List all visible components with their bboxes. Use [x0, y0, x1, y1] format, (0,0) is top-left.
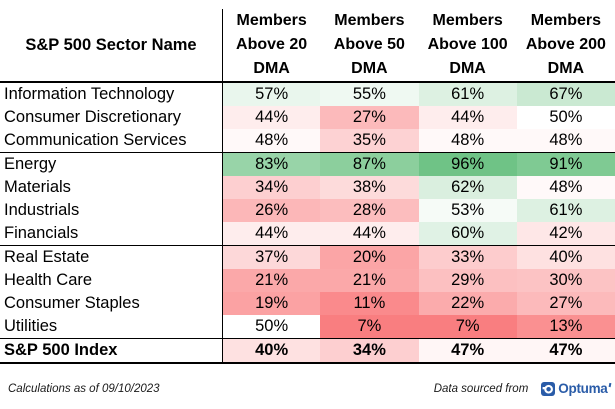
data-source-area: Data sourced from Optuma	[433, 381, 611, 396]
sector-breadth-table: S&P 500 Sector Name Members Above 20 DMA…	[0, 9, 615, 364]
sector-name-cell: Utilities	[0, 315, 222, 338]
table-row: Health Care 21% 21% 29% 30%	[0, 269, 615, 292]
table-row: Industrials 26% 28% 53% 61%	[0, 199, 615, 222]
breadth-value-cell: 96%	[418, 153, 517, 176]
report-footer: Calculations as of 09/10/2023 Data sourc…	[0, 381, 615, 396]
breadth-value-cell: 34%	[320, 339, 419, 362]
sector-name-cell: Industrials	[0, 199, 222, 222]
breadth-value-cell: 21%	[320, 269, 419, 292]
breadth-value-cell: 34%	[222, 176, 321, 199]
table-row: Utilities 50% 7% 7% 13%	[0, 315, 615, 339]
breadth-value-cell: 83%	[222, 153, 321, 176]
sector-name-cell: Information Technology	[0, 83, 222, 106]
optuma-logo-icon	[541, 382, 556, 396]
sector-name-cell: S&P 500 Index	[0, 339, 222, 362]
table-header-row: S&P 500 Sector Name Members Above 20 DMA…	[0, 9, 615, 83]
breadth-value-cell: 55%	[320, 83, 419, 106]
breadth-value-cell: 48%	[516, 176, 615, 199]
breadth-value-cell: 67%	[516, 83, 615, 106]
breadth-value-cell: 62%	[418, 176, 517, 199]
breadth-value-cell: 37%	[222, 246, 321, 269]
table-row: Communication Services 48% 35% 48% 48%	[0, 129, 615, 153]
breadth-value-cell: 26%	[222, 199, 321, 222]
table-row: Consumer Staples 19% 11% 22% 27%	[0, 292, 615, 315]
breadth-value-cell: 61%	[418, 83, 517, 106]
breadth-value-cell: 48%	[222, 129, 321, 152]
breadth-value-cell: 40%	[222, 339, 321, 362]
breadth-value-cell: 27%	[516, 292, 615, 315]
table-row: Financials 44% 44% 60% 42%	[0, 222, 615, 246]
logo-trademark-icon	[608, 382, 611, 388]
breadth-value-cell: 91%	[516, 153, 615, 176]
breadth-value-cell: 47%	[418, 339, 517, 362]
table-row: S&P 500 Index 40% 34% 47% 47%	[0, 339, 615, 362]
sector-name-cell: Real Estate	[0, 246, 222, 269]
sector-name-cell: Materials	[0, 176, 222, 199]
header-above-50-dma: Members Above 50 DMA	[333, 12, 405, 77]
sector-name-cell: Energy	[0, 153, 222, 176]
table-body: Information Technology 57% 55% 61% 67% Consum…	[0, 83, 615, 364]
breadth-value-cell: 48%	[418, 129, 517, 152]
header-above-200-dma: Members Above 200 DMA	[525, 12, 606, 77]
header-above-100-dma: Members Above 100 DMA	[427, 12, 508, 77]
breadth-value-cell: 50%	[516, 106, 615, 129]
breadth-value-cell: 44%	[222, 106, 321, 129]
breadth-value-cell: 53%	[418, 199, 517, 222]
data-source-note: Data sourced from	[433, 382, 529, 395]
breadth-value-cell: 44%	[320, 222, 419, 245]
table-row: Real Estate 37% 20% 33% 40%	[0, 246, 615, 269]
breadth-value-cell: 22%	[418, 292, 517, 315]
sector-name-cell: Consumer Staples	[0, 292, 222, 315]
breadth-value-cell: 38%	[320, 176, 419, 199]
breadth-value-cell: 50%	[222, 315, 321, 338]
table-row: Information Technology 57% 55% 61% 67%	[0, 83, 615, 106]
breadth-value-cell: 61%	[516, 199, 615, 222]
breadth-value-cell: 30%	[516, 269, 615, 292]
breadth-value-cell: 27%	[320, 106, 419, 129]
breadth-value-cell: 21%	[222, 269, 321, 292]
table-row: Consumer Discretionary 44% 27% 44% 50%	[0, 106, 615, 129]
sector-name-cell: Communication Services	[0, 129, 222, 152]
sector-name-cell: Consumer Discretionary	[0, 106, 222, 129]
table-row: Energy 83% 87% 96% 91%	[0, 153, 615, 176]
breadth-value-cell: 60%	[418, 222, 517, 245]
breadth-value-cell: 7%	[320, 315, 419, 338]
breadth-value-cell: 11%	[320, 292, 419, 315]
breadth-value-cell: 40%	[516, 246, 615, 269]
breadth-value-cell: 7%	[418, 315, 517, 338]
breadth-value-cell: 47%	[516, 339, 615, 362]
breadth-value-cell: 48%	[516, 129, 615, 152]
sector-name-cell: Financials	[0, 222, 222, 245]
optuma-logo: Optuma	[541, 381, 611, 396]
header-above-20-dma: Members Above 20 DMA	[222, 9, 320, 81]
breadth-value-cell: 13%	[516, 315, 615, 338]
header-sector-name: S&P 500 Sector Name	[25, 36, 197, 54]
breadth-value-cell: 42%	[516, 222, 615, 245]
breadth-value-cell: 44%	[418, 106, 517, 129]
breadth-value-cell: 35%	[320, 129, 419, 152]
breadth-value-cell: 20%	[320, 246, 419, 269]
breadth-value-cell: 19%	[222, 292, 321, 315]
breadth-value-cell: 29%	[418, 269, 517, 292]
breadth-value-cell: 87%	[320, 153, 419, 176]
calculation-date-note: Calculations as of 09/10/2023	[8, 382, 160, 395]
breadth-value-cell: 28%	[320, 199, 419, 222]
breadth-value-cell: 33%	[418, 246, 517, 269]
breadth-value-cell: 57%	[222, 83, 321, 106]
table-row: Materials 34% 38% 62% 48%	[0, 176, 615, 199]
breadth-value-cell: 44%	[222, 222, 321, 245]
optuma-logo-text: Optuma	[558, 381, 608, 396]
sector-name-cell: Health Care	[0, 269, 222, 292]
